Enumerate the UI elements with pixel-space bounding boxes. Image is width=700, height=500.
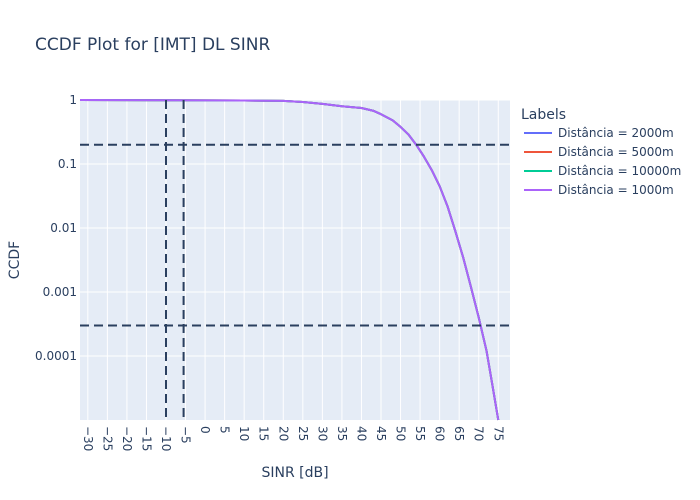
reference-lines — [80, 100, 510, 420]
x-tick-labels: −30 −25 −20 −15 −10 −5 0 5 10 15 20 25 30 35 40 45 50 55 6… — [81, 426, 505, 451]
x-tick-label: 15 — [257, 426, 271, 441]
y-tick-label: 0.0001 — [35, 349, 77, 363]
x-tick-label: −25 — [100, 426, 114, 451]
x-tick-label: −10 — [159, 426, 173, 451]
x-tick-label: 60 — [433, 426, 447, 441]
grid-layer — [80, 99, 510, 420]
x-tick-label: 30 — [315, 426, 329, 441]
y-tick-label: 0.1 — [58, 157, 77, 171]
chart-title: CCDF Plot for [IMT] DL SINR — [35, 35, 270, 55]
y-tick-label: 0.001 — [43, 285, 77, 299]
series-line — [79, 99, 500, 421]
y-tick-label: 1 — [69, 93, 77, 107]
y-axis-title: CCDF — [7, 241, 23, 279]
x-tick-label: 0 — [198, 426, 212, 434]
legend-items: Distância = 2000m Distância = 5000m Distân… — [524, 126, 681, 197]
x-tick-label: 55 — [413, 426, 427, 441]
legend-label: Distância = 1000m — [558, 183, 674, 197]
legend-label: Distância = 10000m — [558, 164, 681, 178]
x-tick-label: 10 — [237, 426, 251, 441]
series-layer — [79, 99, 500, 421]
legend-label: Distância = 5000m — [558, 145, 674, 159]
x-tick-label: 35 — [335, 426, 349, 441]
x-tick-label: −15 — [139, 426, 153, 451]
legend-label: Distância = 2000m — [558, 126, 674, 140]
x-tick-label: −5 — [179, 426, 193, 444]
legend: Labels Distância = 2000m Distância = 5000… — [521, 107, 681, 197]
x-tick-label: −20 — [120, 426, 134, 451]
y-tick-labels: 1 0.1 0.01 0.001 0.0001 — [35, 93, 77, 363]
x-tick-label: 40 — [354, 426, 368, 441]
x-tick-label: 45 — [374, 426, 388, 441]
x-tick-label: 5 — [218, 426, 232, 434]
plot-area — [80, 100, 510, 420]
x-tick-label: 50 — [394, 426, 408, 441]
legend-title: Labels — [521, 107, 566, 123]
x-tick-label: 65 — [452, 426, 466, 441]
x-tick-label: 70 — [472, 426, 486, 441]
x-tick-label: 20 — [276, 426, 290, 441]
x-tick-label: 75 — [491, 426, 505, 441]
x-axis-title: SINR [dB] — [261, 465, 328, 481]
x-tick-label: 25 — [296, 426, 310, 441]
x-tick-label: −30 — [81, 426, 95, 451]
y-tick-label: 0.01 — [50, 221, 77, 235]
